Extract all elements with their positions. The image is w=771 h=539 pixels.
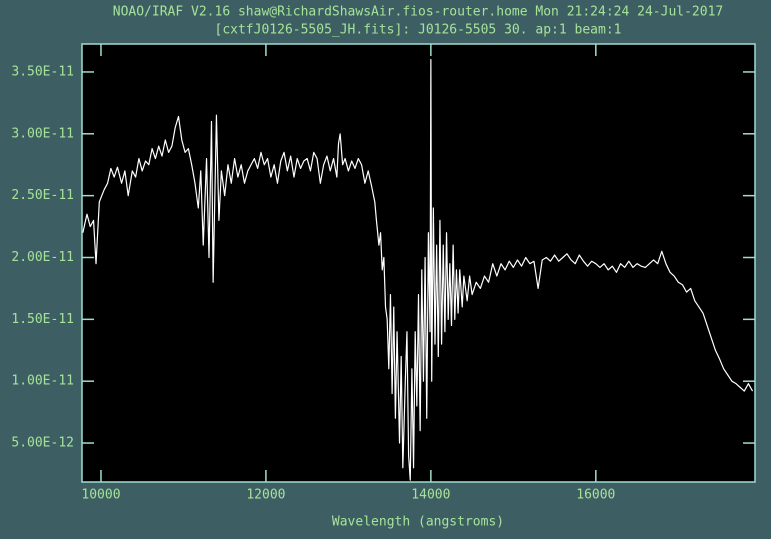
x-tick-label: 14000 [411, 488, 450, 503]
y-tick-label: 3.00E-11 [11, 126, 74, 141]
y-tick-label: 1.50E-11 [11, 312, 74, 327]
x-tick-label: 10000 [81, 488, 120, 503]
x-axis-label: Wavelength (angstroms) [332, 515, 504, 530]
x-tick-label: 16000 [576, 488, 615, 503]
y-tick-label: 2.00E-11 [11, 250, 74, 265]
y-tick-label: 3.50E-11 [11, 64, 74, 79]
x-tick-label: 12000 [246, 488, 285, 503]
plot-area [81, 43, 756, 483]
chart-subtitle: [cxtfJ0126-5505_JH.fits]: J0126-5505 30.… [215, 23, 622, 38]
chart-title: NOAO/IRAF V2.16 shaw@RichardShawsAir.fio… [113, 5, 723, 20]
y-tick-label: 1.00E-11 [11, 374, 74, 389]
y-tick-label: 5.00E-12 [11, 436, 74, 451]
y-tick-label: 2.50E-11 [11, 188, 74, 203]
spectrum-line [82, 58, 754, 481]
